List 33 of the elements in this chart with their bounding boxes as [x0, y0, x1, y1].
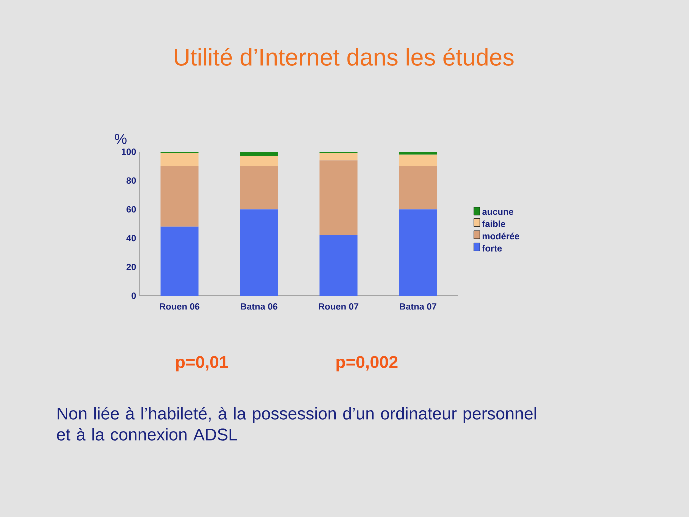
bar: [320, 153, 358, 161]
x-tick-label: Batna 07: [400, 304, 437, 310]
legend-label: modérée: [482, 232, 520, 240]
y-axis-title: %: [115, 134, 127, 144]
bar: [399, 154, 438, 166]
y-tick-label: 0: [132, 292, 136, 300]
legend-label: faible: [482, 220, 506, 228]
text: Non liée à l’habileté, à la possession d’un ordinateur personnel et à la connexion ADSL: [57, 407, 536, 441]
bar: [399, 166, 438, 210]
y-tick-label: 20: [126, 264, 136, 270]
bar: [399, 210, 438, 296]
x-tick-label: Batna 06: [241, 304, 278, 310]
y-tick-label: 60: [126, 206, 136, 213]
chart-title: Utilité d’Internet dans les études: [175, 48, 514, 66]
bar: [240, 156, 278, 166]
bar: [240, 166, 278, 210]
bar: [240, 210, 278, 296]
legend-label: aucune: [482, 210, 514, 216]
bar: [160, 166, 199, 227]
x-tick-label: Rouen 06: [160, 304, 200, 310]
bar: [320, 160, 358, 236]
bar: [160, 226, 199, 296]
text: p=0,01: [176, 356, 228, 372]
x-tick-label: Rouen 07: [319, 304, 359, 310]
y-tick-label: 40: [126, 235, 136, 242]
bar: [399, 152, 438, 155]
bar: [160, 153, 199, 166]
bar: [240, 152, 278, 156]
y-tick-label: 80: [126, 178, 136, 184]
legend-label: forte: [482, 245, 502, 252]
text: p=0,002: [336, 356, 398, 372]
bar: [320, 236, 358, 296]
y-tick-label: 100: [122, 148, 136, 156]
